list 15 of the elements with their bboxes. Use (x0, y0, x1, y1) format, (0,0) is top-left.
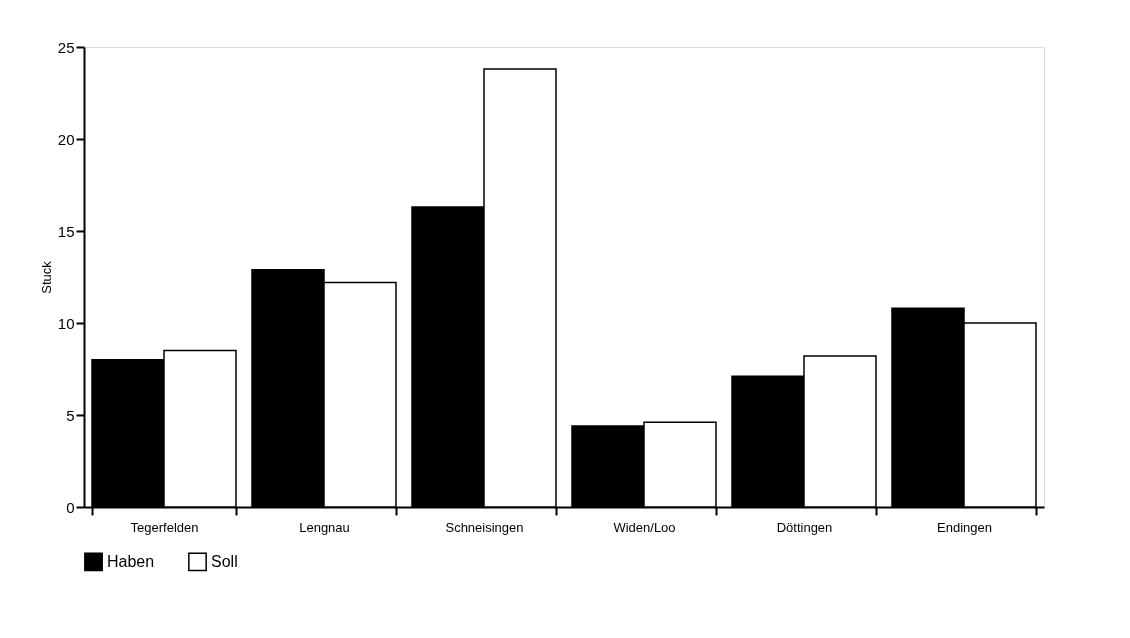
x-tick-label: Schneisingen (445, 519, 524, 535)
y-tick-label: 20 (57, 130, 75, 148)
x-tick-label: Widen/Loo (613, 519, 676, 535)
y-tick-label: 15 (57, 222, 75, 240)
x-tick-label: Endingen (937, 519, 992, 535)
y-axis-title: Stuck (38, 260, 54, 294)
x-tick-label: Tegerfelden (130, 519, 199, 535)
legend-label: Haben (107, 552, 155, 570)
y-tick-label: 10 (57, 314, 75, 332)
y-tick-label: 0 (66, 498, 75, 516)
x-tick-label: Döttingen (776, 519, 833, 535)
legend-label: Soll (211, 552, 238, 570)
y-tick-label: 5 (66, 406, 75, 424)
y-tick-label: 25 (57, 38, 75, 56)
x-tick-label: Lengnau (299, 519, 350, 535)
